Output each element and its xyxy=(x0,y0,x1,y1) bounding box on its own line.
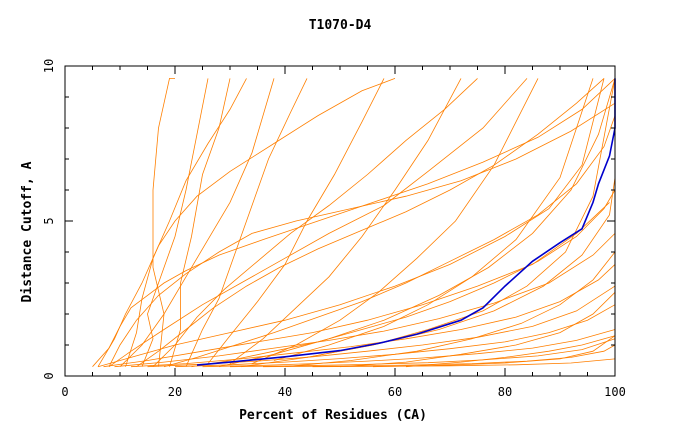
x-tick-label: 20 xyxy=(168,385,182,399)
background-series-line-18 xyxy=(92,78,616,367)
background-series-line-7 xyxy=(273,78,594,361)
chart-title: T1070-D4 xyxy=(309,18,372,33)
background-series-line-34 xyxy=(163,115,616,368)
background-series-line-2 xyxy=(169,78,231,367)
x-tick-label: 100 xyxy=(604,385,626,399)
x-axis-ticks: 0 20 40 60 80 100 xyxy=(61,66,626,399)
background-series-line-30 xyxy=(284,251,616,368)
background-series-line-9 xyxy=(141,78,209,367)
y-axis-ticks: 0 5 10 xyxy=(42,59,615,380)
x-tick-label: 0 xyxy=(61,385,68,399)
background-series-line-21 xyxy=(229,338,616,368)
background-series-line-15 xyxy=(130,264,616,368)
background-series-line-35 xyxy=(191,189,616,368)
background-series-line-20 xyxy=(202,329,616,368)
x-tick-label: 80 xyxy=(498,385,512,399)
background-series-line-19 xyxy=(108,102,616,367)
background-series-line-1 xyxy=(152,78,175,367)
highlight-series-line xyxy=(196,78,616,366)
background-series-line-6 xyxy=(251,78,539,364)
background-series-line-25 xyxy=(405,335,616,368)
background-series-group xyxy=(92,78,616,368)
background-series-line-5 xyxy=(229,78,462,364)
highlight-series-group xyxy=(196,78,616,366)
background-series-line-3 xyxy=(185,78,308,367)
background-series-line-24 xyxy=(372,335,616,368)
background-series-line-8 xyxy=(306,78,616,358)
background-series-line-28 xyxy=(218,78,616,368)
background-series-line-23 xyxy=(312,358,616,368)
background-series-line-13 xyxy=(103,202,610,368)
background-series-line-31 xyxy=(339,292,616,368)
background-series-line-29 xyxy=(240,177,616,368)
y-axis-label: Distance Cutoff, A xyxy=(20,161,35,302)
y-tick-label: 0 xyxy=(42,372,56,379)
background-series-line-4 xyxy=(207,78,385,364)
background-series-line-27 xyxy=(152,78,478,367)
background-series-line-10 xyxy=(119,78,275,367)
x-tick-label: 60 xyxy=(388,385,402,399)
plot-frame xyxy=(64,65,616,377)
background-series-line-32 xyxy=(97,78,396,367)
background-series-line-33 xyxy=(136,78,605,368)
x-tick-label: 40 xyxy=(278,385,292,399)
y-tick-label: 10 xyxy=(42,59,56,73)
y-tick-label: 5 xyxy=(42,217,56,224)
background-series-line-17 xyxy=(174,304,616,368)
background-series-line-11 xyxy=(108,78,528,368)
background-series-line-14 xyxy=(114,233,616,368)
x-axis-label: Percent of Residues (CA) xyxy=(239,408,427,423)
background-series-line-26 xyxy=(125,78,247,367)
